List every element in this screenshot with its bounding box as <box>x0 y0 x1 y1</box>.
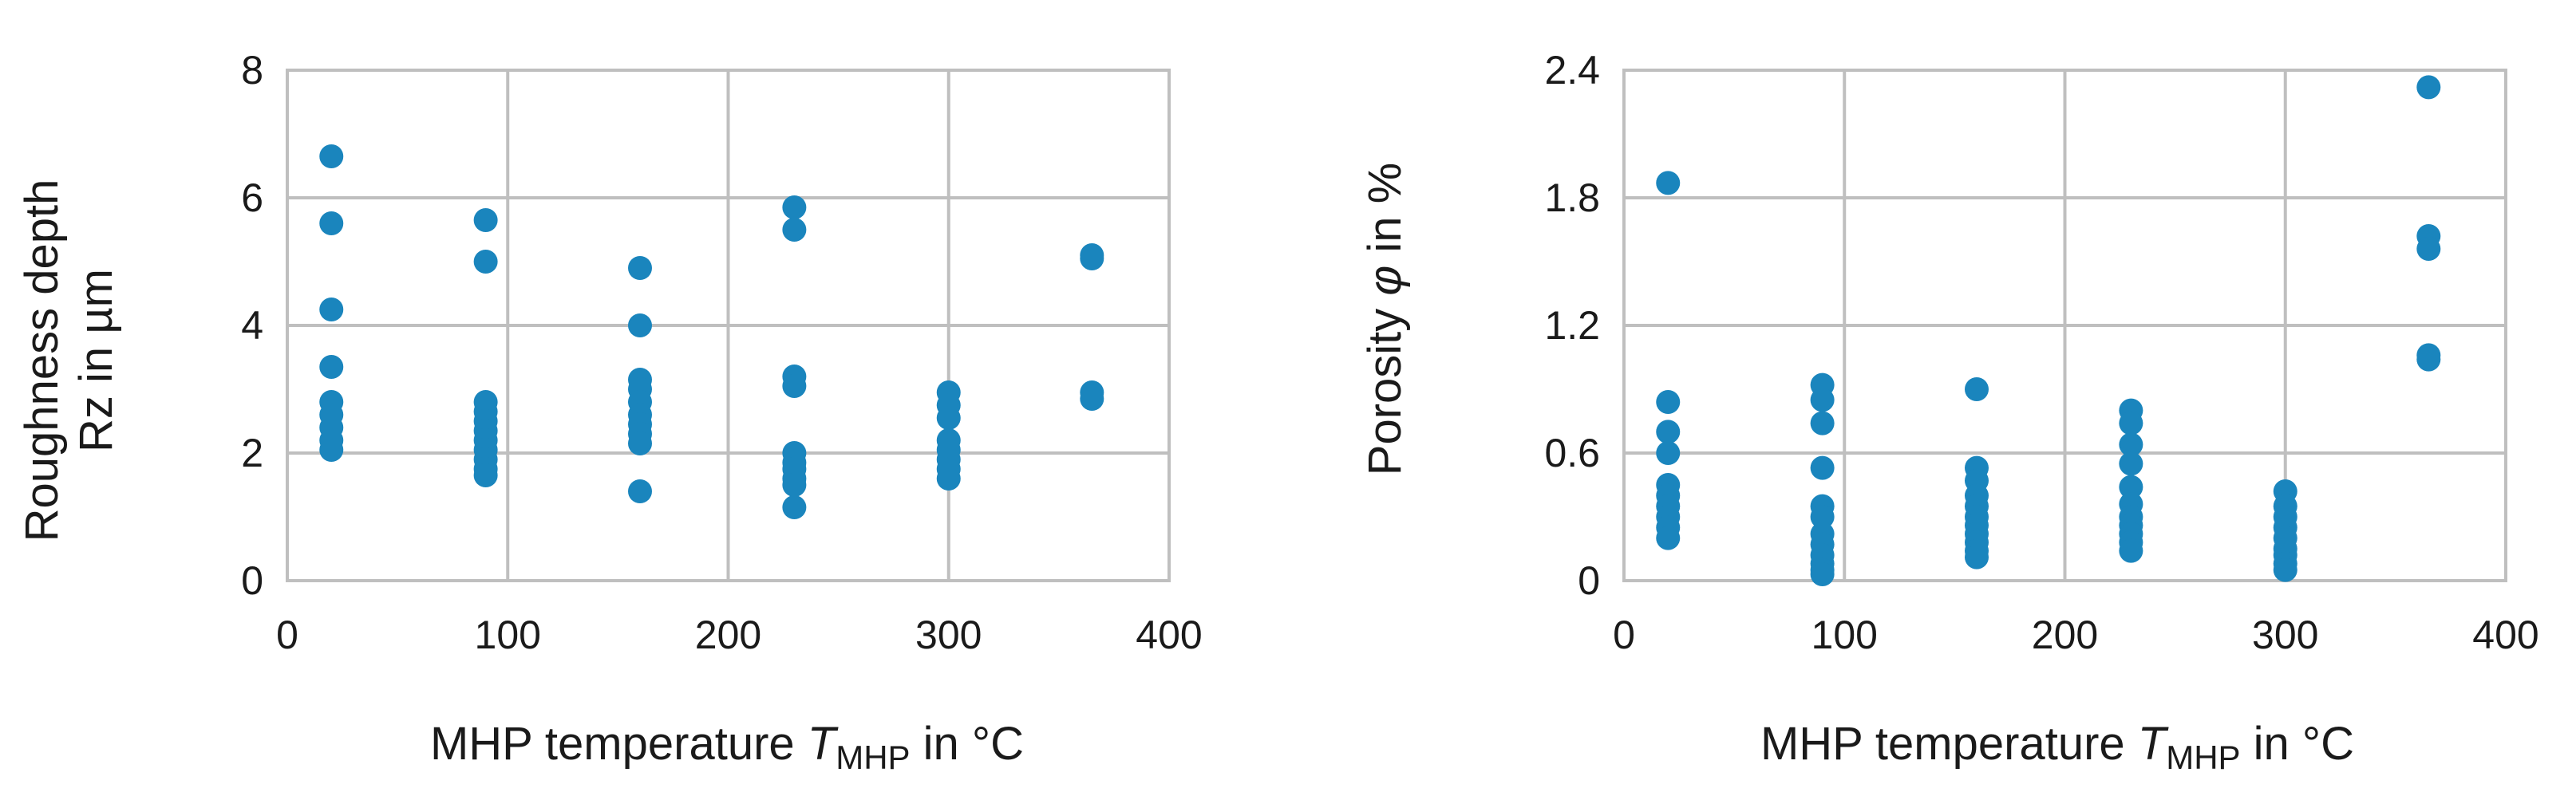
roughness-data-point <box>319 438 344 462</box>
roughness-y-tick-label: 6 <box>241 175 263 220</box>
porosity-data-point <box>2119 538 2143 563</box>
porosity-data-point <box>2119 411 2143 435</box>
roughness-y-axis-title-line2: Rz in µm <box>70 269 122 452</box>
porosity-data-point <box>1810 411 1835 435</box>
roughness-data-point <box>319 211 344 235</box>
porosity-data-point <box>1810 455 1835 480</box>
roughness-data-point <box>936 467 961 491</box>
porosity-grid <box>1622 69 2507 582</box>
porosity-data-point <box>1656 526 1681 550</box>
porosity-data-point <box>2416 237 2441 261</box>
porosity-data-point <box>1656 420 1681 444</box>
roughness-data-point <box>473 208 498 232</box>
roughness-x-axis-title: MHP temperature TMHP in °C <box>430 718 1024 776</box>
roughness-data-point <box>628 432 652 455</box>
roughness-data-point <box>782 374 807 398</box>
roughness-y-tick-label: 8 <box>241 48 263 93</box>
porosity-data-point <box>1965 545 1989 569</box>
roughness-data-point <box>782 218 807 242</box>
roughness-x-tick-label: 100 <box>475 613 541 657</box>
roughness-x-tick-labels: 0 100 200 300 400 <box>276 613 1203 657</box>
roughness-chart: 0 2 4 6 8 0 100 200 300 400 Roughness depth Rz i… <box>16 48 1203 776</box>
roughness-data-point <box>319 355 344 379</box>
roughness-grid <box>286 69 1171 582</box>
roughness-data-point <box>319 298 344 321</box>
roughness-points <box>319 144 1104 519</box>
roughness-data-point <box>1080 387 1104 411</box>
roughness-data-point <box>473 250 498 274</box>
porosity-data-point <box>1810 562 1835 586</box>
porosity-data-point <box>2273 558 2297 582</box>
roughness-y-tick-labels: 0 2 4 6 8 <box>241 48 263 603</box>
porosity-data-point <box>1965 377 1989 401</box>
roughness-x-tick-label: 400 <box>1136 613 1202 657</box>
roughness-y-tick-label: 0 <box>241 558 263 603</box>
roughness-x-tick-label: 200 <box>695 613 761 657</box>
roughness-data-point <box>1080 246 1104 270</box>
roughness-plot-frame <box>286 69 1171 582</box>
porosity-y-tick-label: 2.4 <box>1544 48 1600 93</box>
roughness-y-axis-title-line1: Roughness depth <box>16 179 68 542</box>
porosity-data-point <box>2119 475 2143 499</box>
porosity-x-tick-label: 200 <box>2032 613 2098 657</box>
porosity-y-tick-label: 1.8 <box>1544 175 1600 220</box>
roughness-data-point <box>473 463 498 487</box>
porosity-data-point <box>1656 171 1681 195</box>
porosity-x-tick-labels: 0 100 200 300 400 <box>1613 613 2539 657</box>
porosity-chart: 0 0.6 1.2 1.8 2.4 0 100 200 300 400 Porosity φ i… <box>1359 48 2539 776</box>
porosity-y-tick-labels: 0 0.6 1.2 1.8 2.4 <box>1544 48 1600 603</box>
porosity-plot-frame <box>1622 69 2507 582</box>
roughness-data-point <box>319 144 344 168</box>
roughness-data-point <box>782 195 807 219</box>
porosity-y-tick-label: 0 <box>1578 558 1600 603</box>
roughness-y-tick-label: 2 <box>241 431 263 475</box>
porosity-data-point <box>2119 451 2143 476</box>
porosity-data-point <box>2416 75 2441 100</box>
porosity-y-tick-label: 1.2 <box>1544 303 1600 348</box>
roughness-data-point <box>782 473 807 497</box>
roughness-y-tick-label: 4 <box>241 303 263 348</box>
porosity-data-point <box>2119 432 2143 457</box>
roughness-data-point <box>936 406 961 430</box>
porosity-x-tick-label: 300 <box>2252 613 2318 657</box>
porosity-points <box>1656 75 2441 586</box>
porosity-x-tick-label: 100 <box>1811 613 1878 657</box>
porosity-y-tick-label: 0.6 <box>1544 431 1600 475</box>
roughness-data-point <box>628 256 652 280</box>
porosity-data-point <box>1810 388 1835 412</box>
porosity-x-tick-label: 0 <box>1613 613 1635 657</box>
porosity-data-point <box>1810 505 1835 529</box>
porosity-x-tick-label: 400 <box>2472 613 2538 657</box>
roughness-x-tick-label: 300 <box>915 613 982 657</box>
porosity-data-point <box>1656 390 1681 414</box>
roughness-data-point <box>782 495 807 519</box>
porosity-data-point <box>1656 441 1681 465</box>
roughness-data-point <box>628 479 652 503</box>
porosity-x-axis-title: MHP temperature TMHP in °C <box>1760 718 2354 776</box>
roughness-x-tick-label: 0 <box>276 613 298 657</box>
porosity-data-point <box>2416 347 2441 372</box>
roughness-data-point <box>628 313 652 337</box>
porosity-y-axis-title: Porosity φ in % <box>1359 163 1411 475</box>
